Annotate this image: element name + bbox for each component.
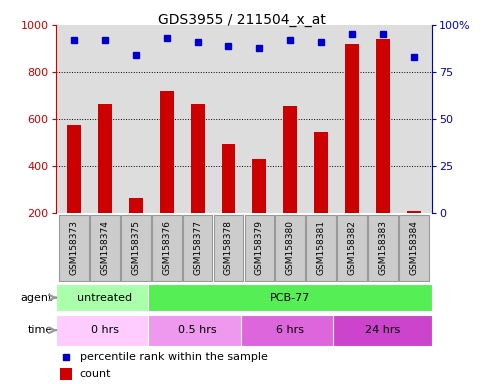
Bar bbox=[337, 215, 367, 281]
Text: GSM158375: GSM158375 bbox=[131, 220, 141, 275]
Text: GSM158379: GSM158379 bbox=[255, 220, 264, 275]
Text: count: count bbox=[80, 369, 111, 379]
Bar bbox=[160, 91, 174, 213]
Bar bbox=[148, 284, 432, 311]
Bar bbox=[98, 104, 112, 213]
Bar bbox=[275, 215, 305, 281]
Bar bbox=[148, 315, 247, 346]
Bar bbox=[121, 215, 151, 281]
Bar bbox=[129, 198, 143, 213]
Text: GSM158380: GSM158380 bbox=[286, 220, 295, 275]
Bar bbox=[253, 159, 266, 213]
Bar bbox=[345, 44, 359, 213]
Text: agent: agent bbox=[21, 293, 53, 303]
Text: time: time bbox=[28, 325, 53, 335]
Bar bbox=[306, 215, 336, 281]
Bar bbox=[376, 39, 390, 213]
Bar bbox=[368, 215, 398, 281]
Text: GSM158378: GSM158378 bbox=[224, 220, 233, 275]
Bar bbox=[60, 367, 72, 380]
Text: GDS3955 / 211504_x_at: GDS3955 / 211504_x_at bbox=[157, 13, 326, 27]
Text: 0 hrs: 0 hrs bbox=[91, 325, 119, 335]
Bar bbox=[183, 215, 213, 281]
Bar bbox=[407, 211, 421, 213]
Bar bbox=[399, 215, 428, 281]
Bar bbox=[244, 215, 274, 281]
Bar bbox=[90, 215, 120, 281]
Text: GSM158373: GSM158373 bbox=[70, 220, 79, 275]
Text: 24 hrs: 24 hrs bbox=[365, 325, 400, 335]
Text: percentile rank within the sample: percentile rank within the sample bbox=[80, 352, 268, 362]
Bar bbox=[333, 315, 432, 346]
Bar bbox=[59, 215, 89, 281]
Bar bbox=[56, 284, 155, 311]
Bar bbox=[213, 215, 243, 281]
Text: GSM158377: GSM158377 bbox=[193, 220, 202, 275]
Text: untreated: untreated bbox=[77, 293, 132, 303]
Bar bbox=[67, 125, 81, 213]
Bar bbox=[241, 315, 340, 346]
Text: GSM158376: GSM158376 bbox=[162, 220, 171, 275]
Bar bbox=[222, 144, 235, 213]
Text: GSM158382: GSM158382 bbox=[347, 220, 356, 275]
Bar bbox=[191, 104, 204, 213]
Bar bbox=[284, 106, 297, 213]
Text: 0.5 hrs: 0.5 hrs bbox=[178, 325, 217, 335]
Text: 6 hrs: 6 hrs bbox=[276, 325, 304, 335]
Text: GSM158374: GSM158374 bbox=[100, 220, 110, 275]
Bar bbox=[314, 132, 328, 213]
Text: PCB-77: PCB-77 bbox=[270, 293, 311, 303]
Text: GSM158384: GSM158384 bbox=[409, 220, 418, 275]
Bar bbox=[152, 215, 182, 281]
Bar bbox=[56, 315, 155, 346]
Text: GSM158383: GSM158383 bbox=[378, 220, 387, 275]
Text: GSM158381: GSM158381 bbox=[317, 220, 326, 275]
